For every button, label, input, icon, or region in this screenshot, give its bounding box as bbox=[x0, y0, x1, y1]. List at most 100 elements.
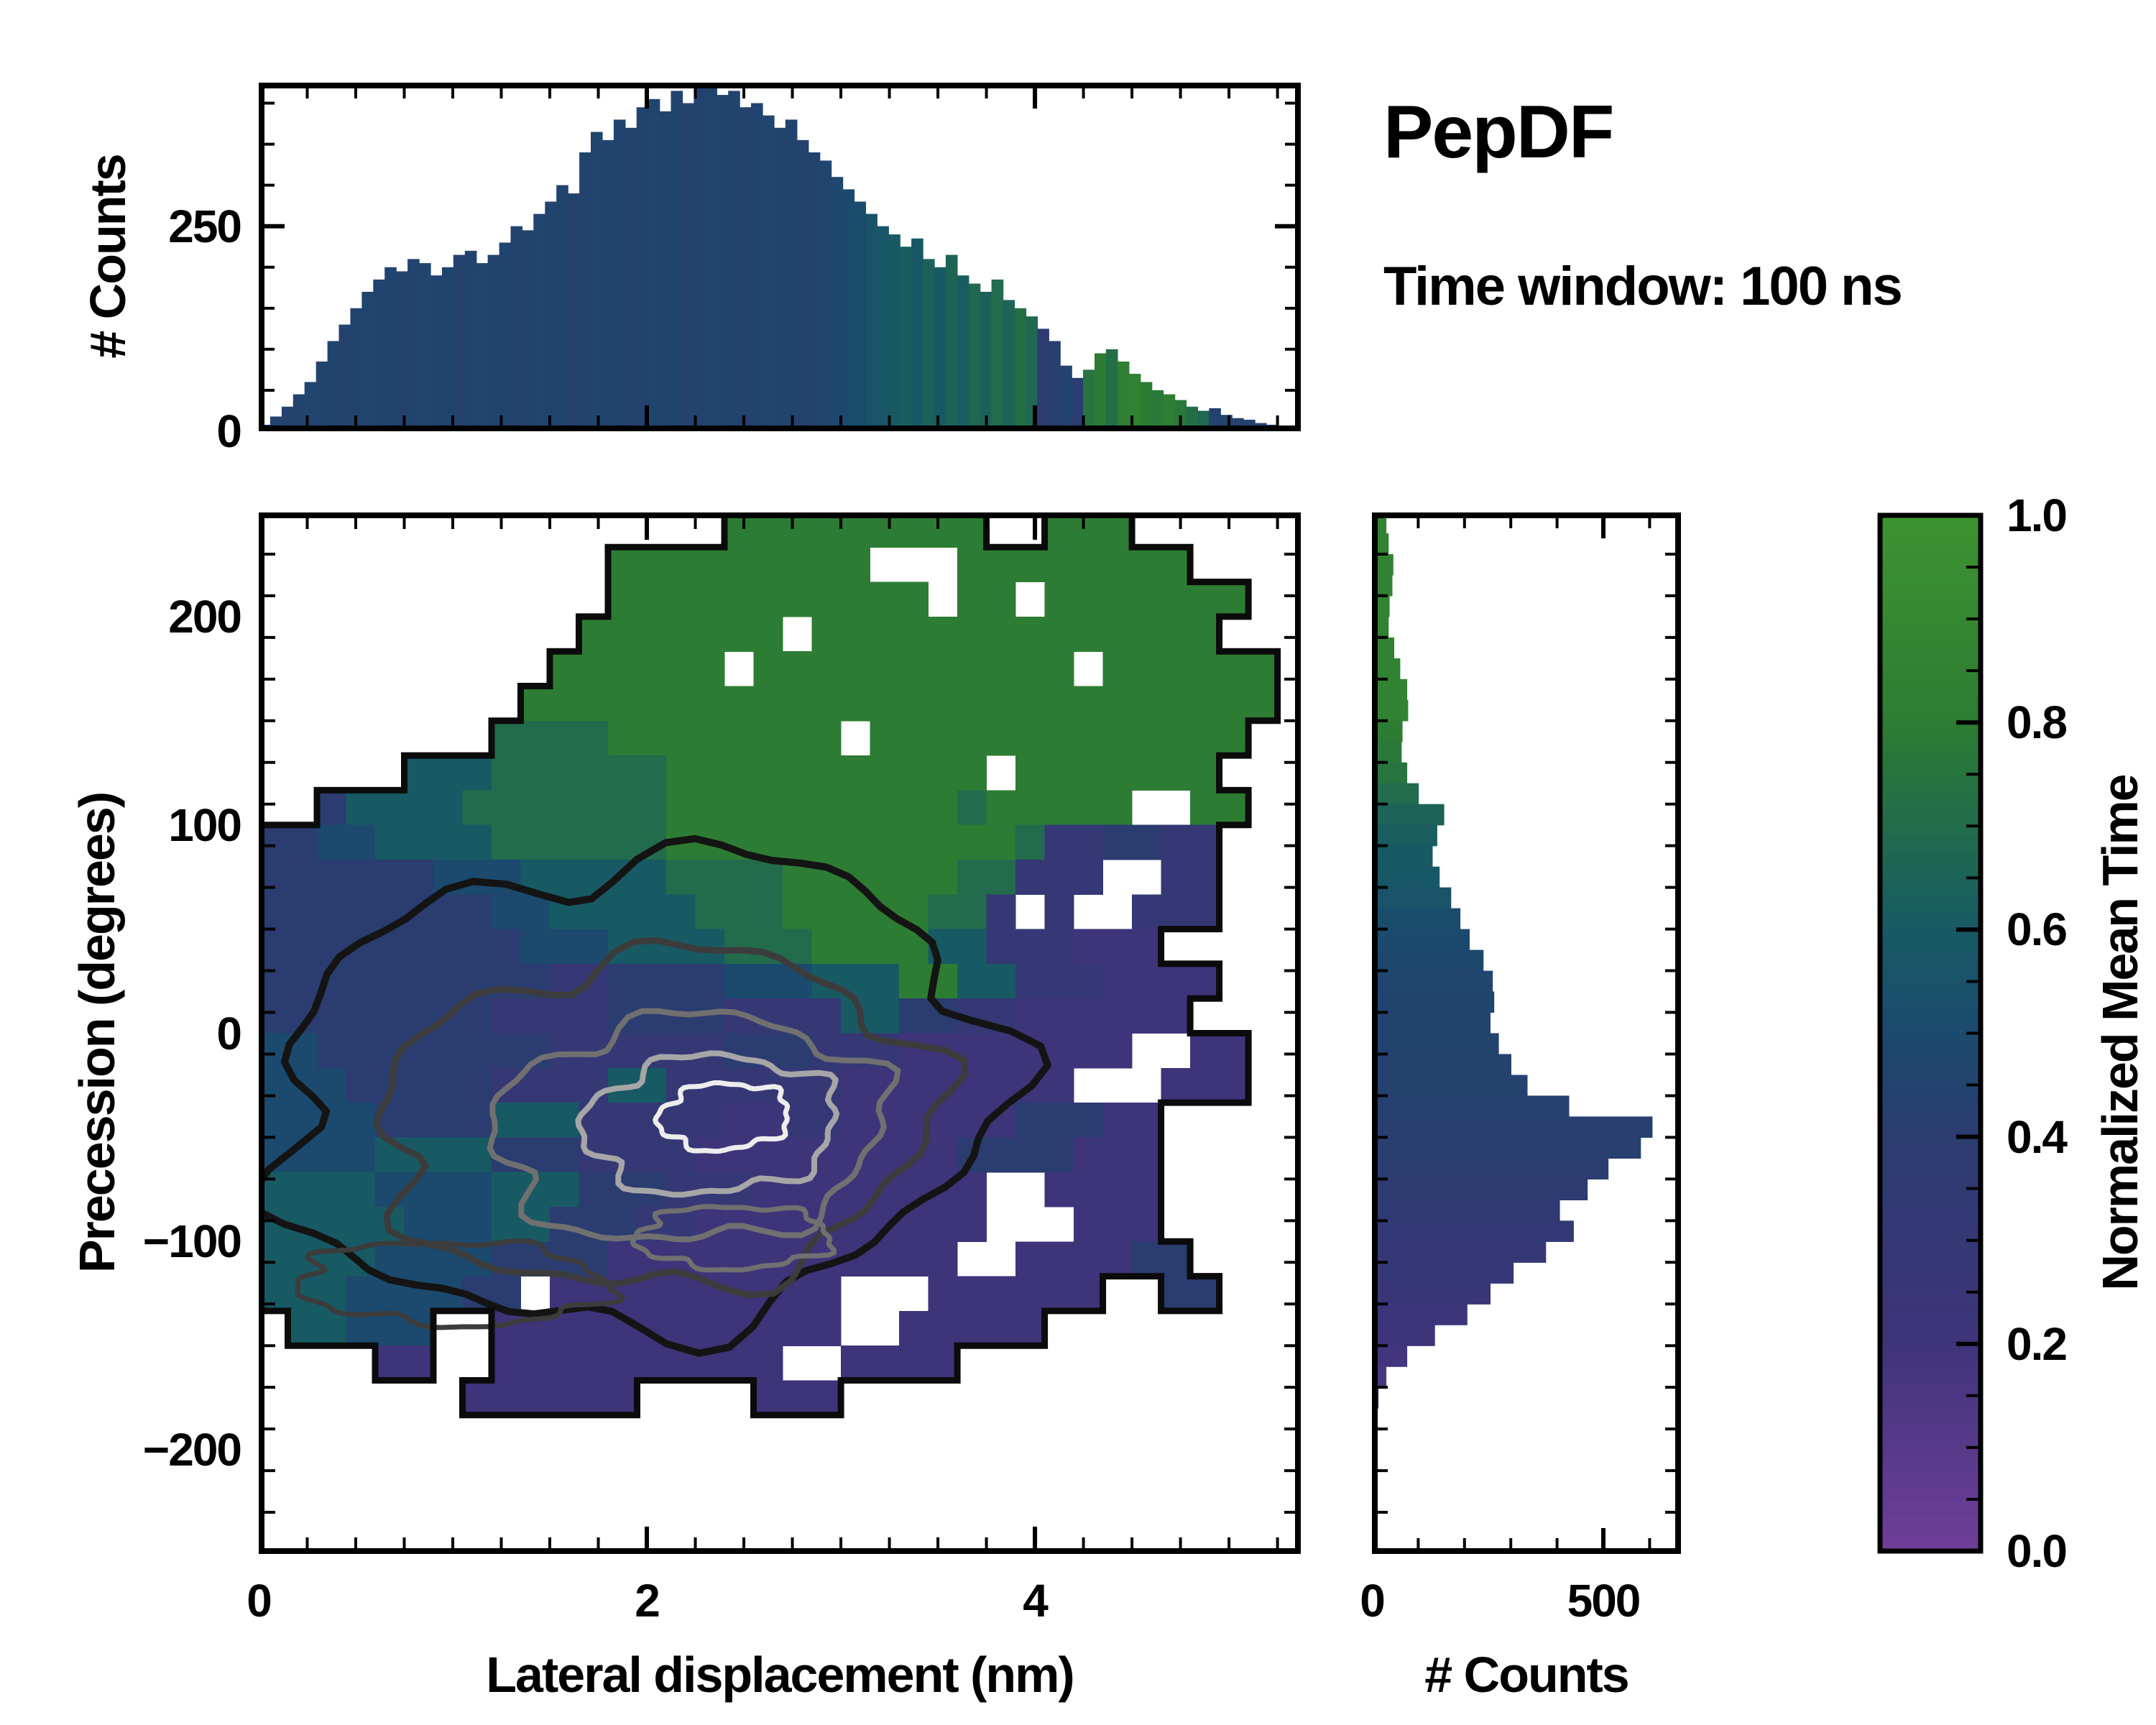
heatmap-cell bbox=[1161, 651, 1191, 687]
heatmap-cell bbox=[899, 1033, 929, 1069]
histogram-bar bbox=[1375, 949, 1484, 972]
heatmap-cell bbox=[957, 686, 987, 722]
heatmap-cell bbox=[520, 720, 550, 756]
histogram-bar bbox=[315, 362, 328, 431]
heatmap-cell bbox=[724, 1346, 755, 1381]
heatmap-cell bbox=[1074, 720, 1104, 756]
heatmap-cell bbox=[1015, 1310, 1046, 1346]
heatmap-cell bbox=[666, 547, 696, 583]
heatmap-cell bbox=[579, 1380, 609, 1416]
heatmap-cell bbox=[1102, 686, 1133, 722]
histogram-bar bbox=[292, 394, 305, 431]
histogram-bar bbox=[831, 177, 844, 431]
heatmap-cell bbox=[375, 824, 405, 860]
heatmap-cell bbox=[986, 651, 1016, 687]
heatmap-cell bbox=[404, 1207, 434, 1242]
heatmap-cell bbox=[899, 720, 929, 756]
heatmap-cell bbox=[928, 824, 958, 860]
histogram-bar bbox=[1375, 762, 1408, 784]
heatmap-cell bbox=[1132, 686, 1162, 722]
heatmap-cell bbox=[811, 512, 842, 548]
heatmap-cell bbox=[1015, 824, 1046, 860]
heatmap-cell bbox=[811, 616, 842, 652]
heatmap-cell bbox=[783, 790, 813, 826]
main-ytick-label: 200 bbox=[168, 590, 242, 643]
heatmap-cell bbox=[957, 512, 987, 548]
heatmap-cell bbox=[870, 860, 900, 895]
heatmap-cell bbox=[1102, 512, 1133, 548]
heatmap-cell bbox=[1044, 824, 1074, 860]
histogram-bar bbox=[1375, 720, 1403, 742]
heatmap-cell bbox=[695, 1310, 725, 1346]
histogram-bar bbox=[1375, 908, 1461, 930]
histogram-bar bbox=[613, 119, 626, 431]
heatmap-cell bbox=[462, 1380, 492, 1416]
heatmap-cell bbox=[753, 1380, 783, 1416]
heatmap-cell bbox=[404, 929, 434, 965]
heatmap-cell bbox=[550, 824, 580, 860]
heatmap-cell bbox=[841, 1067, 871, 1103]
histogram-bar bbox=[980, 292, 992, 431]
histogram-bar bbox=[1375, 1200, 1560, 1221]
heatmap-cell bbox=[841, 512, 871, 548]
heatmap-cell bbox=[462, 824, 492, 860]
heatmap-cell bbox=[375, 1241, 405, 1277]
heatmap-cell bbox=[492, 824, 522, 860]
heatmap-cell bbox=[433, 1033, 464, 1069]
histogram-bar bbox=[1060, 365, 1072, 431]
heatmap-cell bbox=[870, 824, 900, 860]
heatmap-cell bbox=[375, 790, 405, 826]
histogram-bar bbox=[476, 263, 489, 431]
heatmap-cell bbox=[433, 1207, 464, 1242]
heatmap-cell bbox=[550, 1137, 580, 1173]
heatmap-cell bbox=[666, 755, 696, 791]
heatmap-cell bbox=[1074, 1172, 1104, 1208]
heatmap-cell bbox=[695, 1137, 725, 1173]
histogram-bar bbox=[923, 259, 935, 431]
heatmap-cell bbox=[550, 790, 580, 826]
heatmap-cell bbox=[1015, 651, 1046, 687]
heatmap-cell bbox=[870, 616, 900, 652]
histogram-bar bbox=[1375, 554, 1393, 576]
colorbar-tick-label: 0.8 bbox=[2007, 696, 2068, 749]
heatmap-cell bbox=[811, 894, 842, 930]
heatmap-cell bbox=[1015, 860, 1046, 895]
heatmap-cell bbox=[492, 1207, 522, 1242]
histogram-bar bbox=[1375, 741, 1402, 763]
heatmap-cell bbox=[550, 1380, 580, 1416]
heatmap-cell bbox=[1044, 512, 1074, 548]
heatmap-cell bbox=[1102, 547, 1133, 583]
heatmap-cell bbox=[287, 1172, 318, 1208]
heatmap-cell bbox=[608, 720, 638, 756]
heatmap-cell bbox=[1102, 790, 1133, 826]
heatmap-cell bbox=[1102, 1207, 1133, 1242]
heatmap-cell bbox=[666, 963, 696, 999]
heatmap-cell bbox=[841, 824, 871, 860]
heatmap-cell bbox=[462, 1137, 492, 1173]
colorbar-label: Normalized Mean Time bbox=[2092, 775, 2148, 1291]
heatmap-cell bbox=[608, 1380, 638, 1416]
contour-ring bbox=[487, 1008, 901, 1243]
histogram-bar bbox=[1037, 328, 1049, 431]
heatmap-cell bbox=[753, 616, 783, 652]
heatmap-cell bbox=[637, 998, 667, 1034]
histogram-bar bbox=[636, 107, 649, 431]
heatmap-cell bbox=[579, 651, 609, 687]
heatmap-cell bbox=[1219, 1033, 1249, 1069]
histogram-bar bbox=[327, 341, 340, 431]
histogram-bar bbox=[1375, 595, 1390, 617]
heatmap-cell bbox=[1219, 686, 1249, 722]
heatmap-cell bbox=[928, 616, 958, 652]
heatmap-cell bbox=[1074, 1033, 1104, 1069]
heatmap-cell bbox=[695, 720, 725, 756]
heatmap-cell bbox=[666, 1310, 696, 1346]
histogram-bar bbox=[1375, 929, 1470, 951]
histogram-bar bbox=[1186, 406, 1199, 431]
heatmap-cell bbox=[579, 790, 609, 826]
heatmap-cell bbox=[550, 1103, 580, 1138]
heatmap-cell bbox=[637, 929, 667, 965]
heatmap-cell bbox=[1161, 547, 1191, 583]
heatmap-cell bbox=[1044, 1137, 1074, 1173]
heatmap-cell bbox=[1132, 581, 1162, 617]
